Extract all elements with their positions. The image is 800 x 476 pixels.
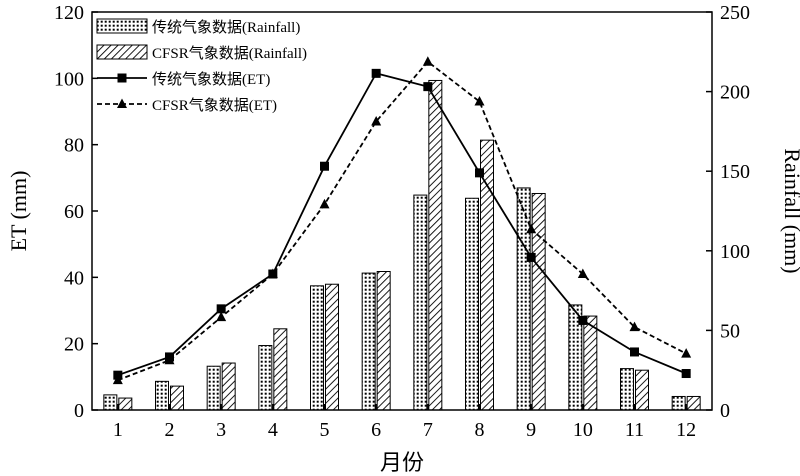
point-traditional-et-3 [216, 304, 226, 314]
y-right-tick-label: 200 [720, 82, 750, 104]
legend-cfsr-rainfall-label: CFSR气象数据(Rainfall) [152, 45, 307, 62]
bar-traditional-rainfall-5 [310, 285, 324, 411]
x-tick-label: 11 [625, 419, 644, 441]
bar-traditional-rainfall-2 [155, 380, 169, 411]
x-tick-label: 10 [573, 419, 593, 441]
point-cfsr-et-1 [112, 374, 123, 385]
bar-cfsr-rainfall-7 [428, 79, 443, 411]
bar-traditional-rainfall-1 [103, 394, 118, 411]
point-traditional-et-9 [526, 252, 536, 262]
point-traditional-et-6 [371, 68, 381, 78]
line-traditional-et [117, 72, 687, 377]
point-traditional-et-8 [475, 168, 484, 178]
y-left-tick-label: 60 [64, 201, 84, 223]
bar-cfsr-rainfall-9 [531, 192, 546, 411]
legend-cfsr-et-marker [117, 98, 127, 108]
legend-traditional-rainfall-label: 传统气象数据(Rainfall) [152, 19, 300, 36]
y-right-tick-label: 0 [720, 400, 730, 422]
y-right-tick-label: 250 [720, 2, 750, 24]
point-cfsr-et-12 [681, 348, 692, 358]
point-traditional-et-11 [630, 347, 639, 357]
bar-cfsr-rainfall-3 [221, 362, 236, 411]
point-cfsr-et-9 [526, 223, 537, 234]
y-left-tick-label: 40 [64, 267, 84, 289]
x-tick-label: 2 [165, 419, 175, 441]
y-left-tick-label: 80 [64, 135, 84, 157]
bar-cfsr-rainfall-4 [273, 328, 288, 411]
x-tick-label: 5 [320, 419, 330, 441]
bar-traditional-rainfall-12 [671, 395, 686, 411]
bar-cfsr-rainfall-5 [325, 283, 339, 411]
legend-cfsr-rainfall-swatch [96, 44, 148, 60]
point-traditional-et-5 [320, 161, 329, 171]
x-tick-label: 9 [526, 419, 536, 441]
point-cfsr-et-6 [371, 115, 382, 126]
legend-cfsr-et-label: CFSR气象数据(ET) [152, 97, 277, 114]
y-right-tick-label: 100 [720, 241, 750, 263]
bar-cfsr-rainfall-12 [686, 395, 701, 411]
point-cfsr-et-2 [164, 354, 175, 365]
x-tick-label: 1 [113, 419, 123, 441]
x-tick-label: 6 [371, 419, 381, 441]
bar-traditional-rainfall-3 [206, 365, 221, 411]
legend-traditional-et-label: 传统气象数据(ET) [152, 71, 270, 88]
bar-traditional-rainfall-6 [361, 272, 376, 411]
bar-cfsr-rainfall-10 [583, 315, 598, 411]
bar-traditional-rainfall-7 [413, 194, 428, 411]
bar-traditional-rainfall-9 [516, 187, 531, 411]
y-left-tick-label: 20 [64, 334, 84, 356]
x-tick-label: 4 [268, 419, 278, 441]
bar-traditional-rainfall-11 [620, 368, 634, 411]
bar-cfsr-rainfall-11 [635, 369, 649, 411]
point-traditional-et-7 [423, 82, 433, 92]
bar-cfsr-rainfall-2 [170, 385, 184, 411]
x-tick-label: 3 [216, 419, 226, 441]
x-tick-label: 8 [475, 419, 485, 441]
legend-traditional-rainfall-swatch [96, 18, 148, 34]
point-traditional-et-10 [578, 315, 588, 325]
point-cfsr-et-10 [577, 268, 588, 279]
bar-cfsr-rainfall-8 [480, 139, 494, 411]
line-cfsr-et [117, 60, 687, 381]
y-right-axis-title: Rainfall (mm) [780, 148, 800, 273]
bar-cfsr-rainfall-6 [376, 270, 391, 411]
bar-traditional-rainfall-8 [465, 197, 479, 411]
y-left-tick-label: 0 [74, 400, 84, 422]
y-right-tick-label: 50 [720, 320, 740, 342]
y-right-tick-label: 150 [720, 161, 750, 183]
x-tick-label: 7 [423, 419, 433, 441]
x-tick-label: 12 [676, 419, 696, 441]
bar-cfsr-rainfall-1 [118, 397, 133, 411]
y-left-tick-label: 100 [54, 68, 84, 90]
y-left-axis-title: ET (mm) [6, 171, 31, 252]
point-cfsr-et-4 [267, 268, 278, 279]
point-cfsr-et-3 [216, 311, 227, 322]
point-traditional-et-12 [681, 369, 691, 379]
point-cfsr-et-7 [422, 56, 433, 66]
point-cfsr-et-5 [319, 198, 330, 209]
point-cfsr-et-11 [629, 321, 640, 332]
point-cfsr-et-8 [474, 96, 485, 106]
x-axis-title: 月份 [380, 450, 424, 475]
y-left-tick-label: 120 [54, 2, 84, 24]
legend-traditional-et-marker [117, 73, 127, 83]
bar-traditional-rainfall-4 [258, 345, 273, 411]
